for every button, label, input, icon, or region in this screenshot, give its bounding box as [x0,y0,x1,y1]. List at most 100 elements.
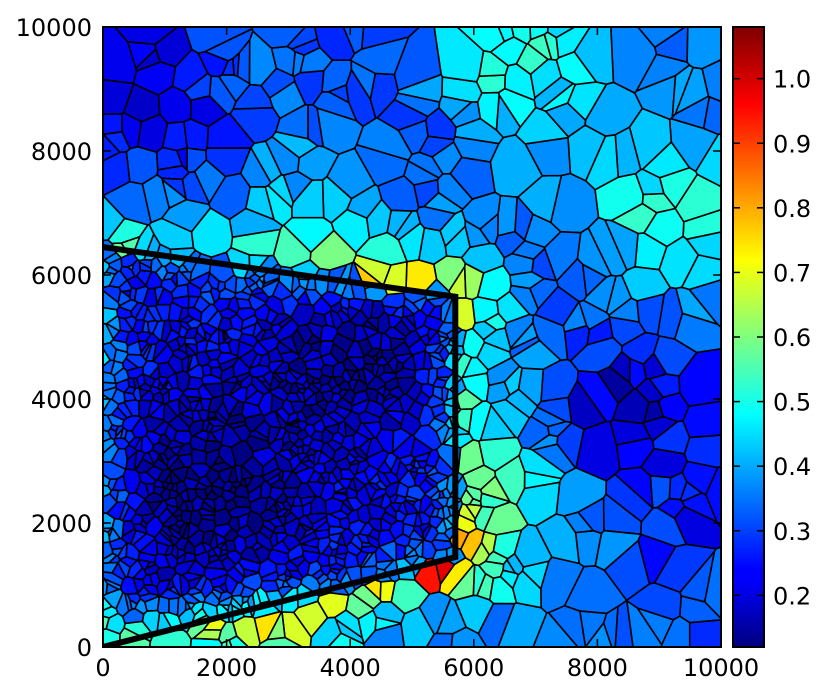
voronoi-cell [113,27,179,46]
voronoi-cell [426,327,439,342]
voronoi-cell [152,457,169,471]
voronoi-cell [205,489,220,501]
voronoi-cell [171,295,190,310]
voronoi-cell [176,442,194,457]
voronoi-cell [164,328,181,345]
voronoi-cell [237,512,250,530]
colorbar-ticks: 0.2 0.3 0.4 0.5 0.6 0.7 0.8 0.9 1.0 [733,66,811,610]
voronoi-cell [435,496,449,508]
voronoi-cell [174,519,186,530]
voronoi-cell [330,392,343,404]
voronoi-cell [513,523,553,568]
voronoi-cell [265,308,280,325]
voronoi-cell [264,184,293,227]
voronoi-cell [496,290,531,324]
voronoi-cell [222,480,234,492]
voronoi-cell [671,64,694,118]
voronoi-cell [239,585,256,598]
voronoi-cell [688,619,721,647]
voronoi-cell [243,476,254,489]
voronoi-cell [189,509,203,528]
voronoi-cell [326,147,376,200]
voronoi-cell [204,28,254,62]
voronoi-cell [312,91,358,122]
x-tick-label: 2000 [196,654,257,682]
colorbar-tick-label: 0.9 [773,130,811,158]
voronoi-cell [156,578,171,598]
voronoi-cell [456,27,506,53]
voronoi-cell [332,332,355,354]
y-tick-label: 0 [77,634,92,662]
voronoi-cell [389,501,402,514]
voronoi-cell [155,146,184,171]
voronoi-cell [331,465,343,483]
voronoi-cell [164,423,178,443]
voronoi-cell [348,462,360,477]
voronoi-cell [103,577,122,591]
voronoi-cell [103,615,110,631]
voronoi-cell [332,445,351,464]
x-tick-label: 4000 [320,654,381,682]
y-tick-label: 6000 [31,262,92,290]
voronoi-cell [345,486,358,499]
voronoi-cell [116,401,133,419]
voronoi-cell [673,312,721,354]
voronoi-cell [504,388,539,419]
voronoi-cell [301,444,312,455]
voronoi-cell [413,458,422,470]
voronoi-cell [266,611,286,641]
voronoi-cell [169,469,182,485]
voronoi-cell [413,367,430,386]
voronoi-cell [404,495,420,503]
voronoi-cell [209,286,221,304]
voronoi-cell [575,420,621,482]
voronoi-cell [682,400,721,439]
voronoi-cell [197,383,215,400]
voronoi-cell [390,578,431,615]
voronoi-cell [240,314,259,331]
colorbar-tick-label: 0.8 [773,195,811,223]
voronoi-cell [164,261,181,275]
voronoi-cell [470,541,491,567]
voronoi-cell [115,378,130,394]
voronoi-cell [424,475,439,488]
voronoi-cell [233,484,250,499]
y-tick-label: 4000 [31,386,92,414]
voronoi-cell [281,470,294,485]
voronoi-cell [502,559,516,574]
voronoi-cell [450,626,488,647]
voronoi-cell [367,481,382,492]
voronoi-cell [679,480,703,503]
voronoi-cell [387,355,399,375]
voronoi-cell [404,544,415,558]
voronoi-cell [205,467,221,486]
colorbar-tick-label: 0.6 [773,324,811,352]
voronoi-cell [430,498,445,510]
voronoi-cell [511,240,546,260]
voronoi-cell [124,444,139,461]
voronoi-cell [159,387,170,397]
voronoi-cell [393,210,422,241]
voronoi-cells [103,27,721,647]
voronoi-cell [347,508,360,525]
voronoi-cell [282,486,299,499]
voronoi-cell [164,496,179,509]
voronoi-cell [206,430,219,443]
x-tick-label: 10000 [683,654,759,682]
voronoi-cell [389,337,406,352]
voronoi-cell [188,419,205,437]
voronoi-cell [103,429,112,443]
voronoi-cell [193,295,211,314]
voronoi-cell [241,401,263,419]
voronoi-cell [365,387,380,404]
voronoi-cell [177,342,188,355]
voronoi-cell [189,399,200,412]
voronoi-cell [532,611,579,647]
voronoi-cell [355,550,370,568]
voronoi-cell [166,398,181,417]
voronoi-cell [514,106,570,145]
voronoi-cell [199,303,219,325]
voronoi-cell [534,285,580,327]
voronoi-cell [118,279,133,293]
